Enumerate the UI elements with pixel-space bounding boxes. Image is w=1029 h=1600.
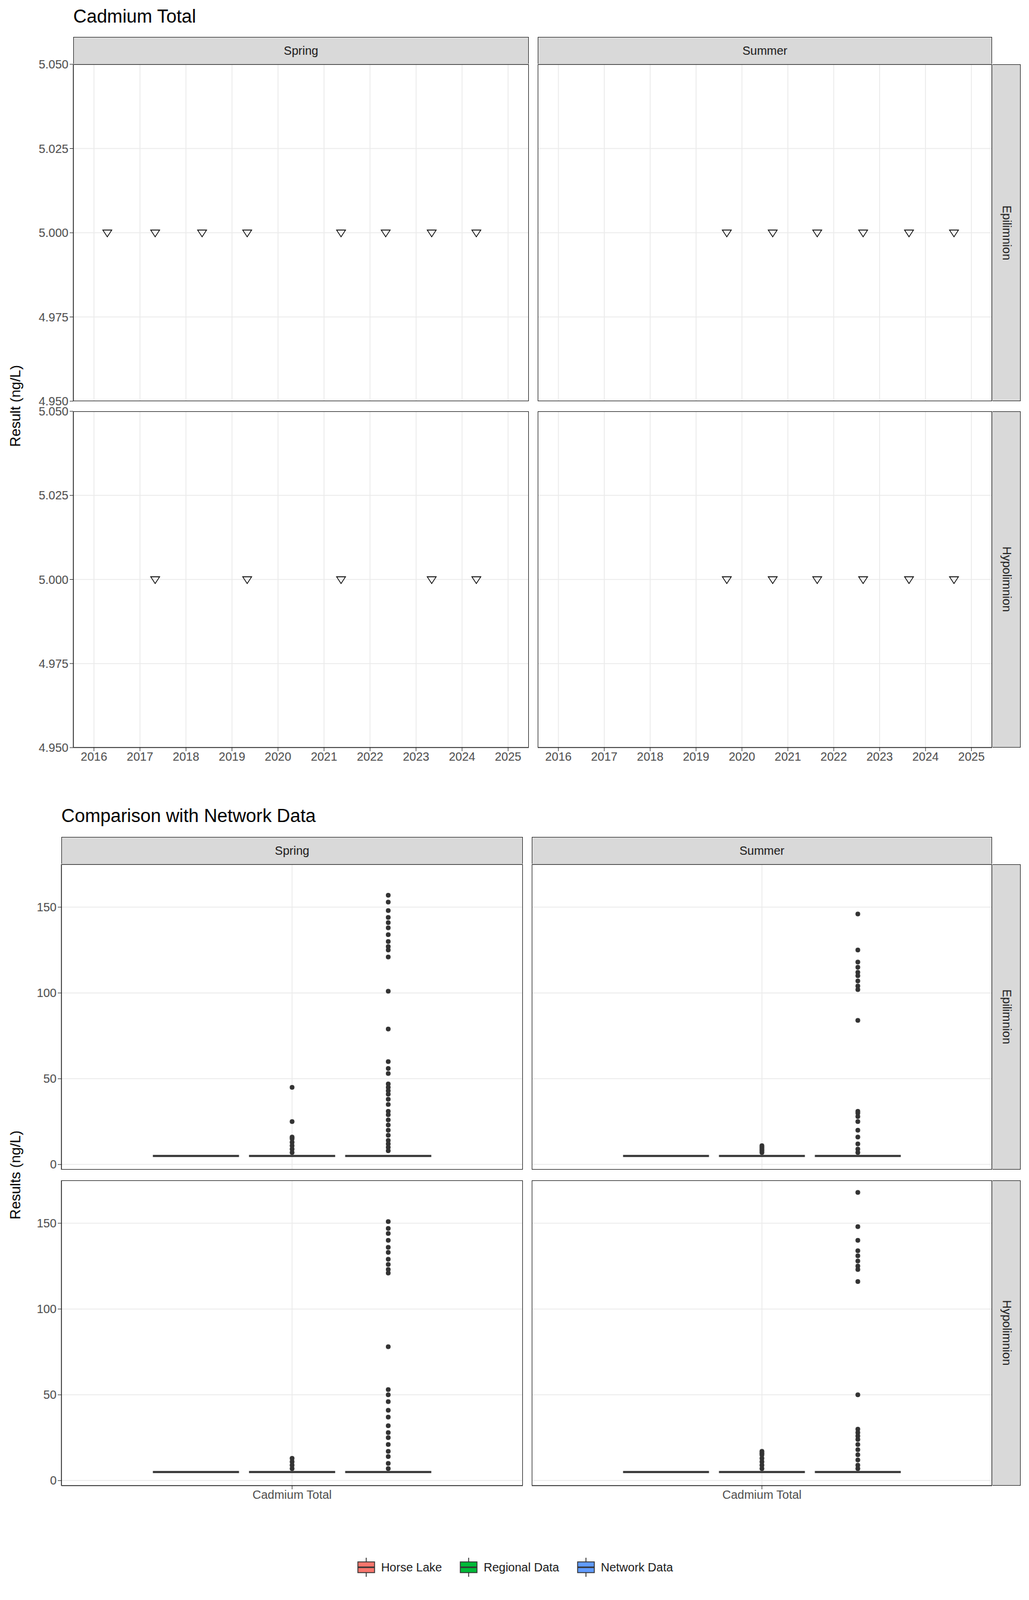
svg-text:100: 100: [36, 1302, 57, 1317]
svg-text:Cadmium Total: Cadmium Total: [722, 1488, 802, 1502]
svg-text:2022: 2022: [820, 750, 848, 764]
svg-text:150: 150: [36, 900, 57, 915]
svg-text:2022: 2022: [356, 750, 384, 764]
svg-text:2024: 2024: [912, 750, 940, 764]
svg-text:2019: 2019: [683, 750, 710, 764]
svg-text:2016: 2016: [80, 750, 108, 764]
html-text:Summer: Summer: [742, 43, 788, 57]
svg-text:4.950: 4.950: [38, 741, 69, 755]
html-text:Results (ng/L): Results (ng/L): [7, 1131, 24, 1220]
html-text:Spring: Spring: [283, 43, 319, 57]
svg-text:2024: 2024: [448, 750, 476, 764]
svg-text:50: 50: [43, 1388, 57, 1402]
svg-text:2017: 2017: [126, 750, 154, 764]
svg-text:2021: 2021: [310, 750, 338, 764]
html-text:Summer: Summer: [739, 844, 785, 858]
svg-text:Cadmium Total: Cadmium Total: [252, 1488, 332, 1502]
svg-text:2020: 2020: [264, 750, 292, 764]
svg-text:2017: 2017: [591, 750, 619, 764]
svg-text:50: 50: [43, 1072, 57, 1086]
html-text:Horse Lake: Horse Lake: [381, 1561, 442, 1575]
svg-text:0: 0: [50, 1474, 57, 1488]
svg-text:5.000: 5.000: [38, 226, 69, 240]
html-text:Result (ng/L): Result (ng/L): [7, 365, 24, 448]
svg-text:2018: 2018: [637, 750, 664, 764]
html-text:Comparison with Network Data: Comparison with Network Data: [61, 805, 316, 827]
svg-text:2018: 2018: [172, 750, 200, 764]
svg-text:5.050: 5.050: [38, 57, 69, 71]
html-text:Network Data: Network Data: [600, 1561, 673, 1575]
html-text:Epilimnion: Epilimnion: [1000, 205, 1014, 261]
svg-text:4.950: 4.950: [38, 394, 69, 408]
svg-text:2020: 2020: [728, 750, 756, 764]
html-text:Hypolimnion: Hypolimnion: [1000, 1300, 1014, 1367]
html-text:Regional Data: Regional Data: [483, 1561, 560, 1575]
svg-text:2025: 2025: [958, 750, 985, 764]
svg-text:2016: 2016: [544, 750, 572, 764]
html-text:Spring: Spring: [274, 844, 310, 858]
svg-text:2019: 2019: [218, 750, 246, 764]
svg-text:5.000: 5.000: [38, 573, 69, 587]
html-text:Hypolimnion: Hypolimnion: [1000, 546, 1014, 613]
svg-text:2023: 2023: [866, 750, 894, 764]
svg-text:100: 100: [36, 986, 57, 1000]
svg-text:4.975: 4.975: [38, 657, 69, 671]
svg-text:2023: 2023: [402, 750, 430, 764]
html-text:Cadmium Total: Cadmium Total: [73, 5, 197, 27]
svg-text:0: 0: [50, 1158, 57, 1172]
svg-text:5.050: 5.050: [38, 404, 69, 419]
html-text:Epilimnion: Epilimnion: [1000, 989, 1014, 1045]
svg-text:150: 150: [36, 1217, 57, 1231]
svg-text:2021: 2021: [774, 750, 802, 764]
svg-text:5.025: 5.025: [38, 488, 69, 502]
svg-text:2025: 2025: [494, 750, 522, 764]
svg-text:5.025: 5.025: [38, 142, 69, 156]
svg-text:4.975: 4.975: [38, 310, 69, 324]
